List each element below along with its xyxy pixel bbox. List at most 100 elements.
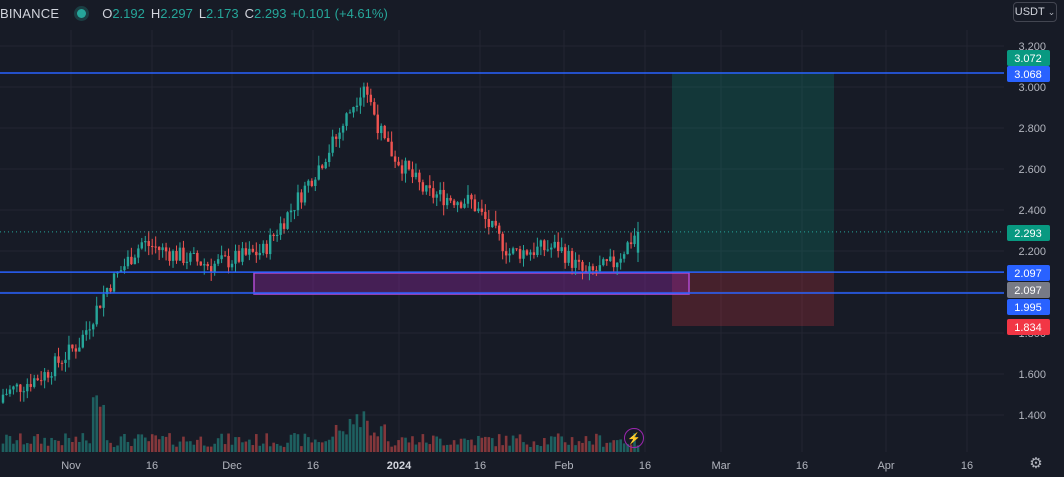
candle-body <box>560 247 563 252</box>
candle-body <box>435 194 438 198</box>
candle-body <box>147 241 150 247</box>
volume-bar <box>22 444 26 452</box>
volume-bar <box>209 446 213 452</box>
x-tick-label: 2024 <box>387 460 412 472</box>
volume-bar <box>615 440 619 452</box>
volume-bar <box>543 438 546 452</box>
change-value: +0.101 <box>290 5 331 21</box>
candle-body <box>629 242 633 245</box>
volume-bar <box>605 442 609 452</box>
candle-body <box>411 169 414 178</box>
candle-body <box>157 246 161 251</box>
volume-bar <box>463 438 466 452</box>
candle-body <box>355 105 359 107</box>
candle-body <box>636 231 640 253</box>
candle-body <box>591 266 595 271</box>
candle-body <box>463 203 466 208</box>
candle-body <box>421 182 425 192</box>
close-value: 2.293 <box>253 5 287 21</box>
volume-bar <box>230 444 234 452</box>
candle-body <box>248 248 251 255</box>
volume-bar <box>504 435 508 452</box>
candle-body <box>598 265 602 272</box>
candle-body <box>8 389 12 394</box>
candle-body <box>130 256 133 265</box>
candle-body <box>515 248 518 250</box>
candle-body <box>626 242 629 255</box>
candle-body <box>71 344 74 349</box>
volume-bar <box>497 434 501 452</box>
price-label-text: 3.072 <box>1014 53 1042 65</box>
volume-bar <box>480 437 484 452</box>
price-label-text: 2.097 <box>1014 268 1042 280</box>
volume-bar <box>470 439 473 452</box>
volume-bar <box>612 440 616 452</box>
volume-bar <box>390 446 393 452</box>
volume-bar <box>248 439 251 452</box>
volume-bar <box>588 441 591 452</box>
candle-body <box>539 240 543 247</box>
volume-bar <box>241 442 244 452</box>
currency-unit-button[interactable]: USDT ⌄ <box>1013 2 1057 22</box>
volume-bar <box>518 434 522 452</box>
volume-bar <box>570 437 574 452</box>
x-tick-label: 16 <box>961 460 973 472</box>
candle-body <box>144 241 147 243</box>
candle-body <box>622 254 626 259</box>
candle-body <box>508 253 511 256</box>
candle-body <box>88 329 91 331</box>
change-percent: (+4.61%) <box>334 5 388 21</box>
candle-body <box>321 165 324 169</box>
volume-bar <box>147 441 151 452</box>
volume-bar <box>400 437 404 452</box>
volume-bar <box>164 436 168 452</box>
symbol-name[interactable]: BINANCE <box>0 5 60 21</box>
volume-bar <box>324 441 328 452</box>
candle-body <box>511 248 515 254</box>
candle-body <box>64 359 67 363</box>
gear-icon[interactable]: ⚙ <box>1029 455 1043 472</box>
candle-body <box>452 200 456 206</box>
candle-body <box>314 179 317 186</box>
volume-bar <box>206 446 210 452</box>
volume-bar <box>178 441 182 452</box>
candle-body <box>268 234 272 255</box>
candle-body <box>518 249 522 259</box>
candle-body <box>570 250 574 268</box>
low-label: L <box>198 5 207 21</box>
candle-body <box>390 141 393 157</box>
candle-body <box>223 255 227 257</box>
volume-bar <box>32 436 36 452</box>
volume-bar <box>268 446 272 452</box>
volume-bar <box>536 444 539 452</box>
candle-body <box>345 113 348 126</box>
x-tick-label: 16 <box>639 460 651 472</box>
candle-body <box>244 248 248 255</box>
volume-bar <box>508 445 511 452</box>
price-label-badge <box>1007 282 1050 298</box>
lightning-icon[interactable]: ⚡ <box>624 428 644 448</box>
candle-body <box>133 257 137 265</box>
volume-bar <box>501 445 504 452</box>
candle-body <box>178 247 182 261</box>
x-tick-label: Feb <box>555 460 574 472</box>
volume-bar <box>442 445 445 452</box>
price-label-text: 3.068 <box>1014 69 1042 81</box>
candle-body <box>286 212 289 229</box>
candle-body <box>234 250 237 264</box>
candle-body <box>563 247 567 263</box>
volume-bar <box>29 443 33 452</box>
open-value: 2.192 <box>112 5 145 21</box>
volume-bar <box>237 437 241 452</box>
volume-bar <box>345 434 348 452</box>
candle-body <box>95 305 98 325</box>
volume-bar <box>334 424 338 452</box>
symbol-header: BINANCE O 2.192 H 2.297 L 2.173 C 2.293 … <box>0 0 388 26</box>
candle-body <box>359 97 362 106</box>
volume-bar <box>348 418 352 452</box>
candle-body <box>151 246 154 248</box>
candle-body <box>491 220 494 228</box>
candle-body <box>557 241 560 252</box>
volume-bar <box>161 436 164 452</box>
